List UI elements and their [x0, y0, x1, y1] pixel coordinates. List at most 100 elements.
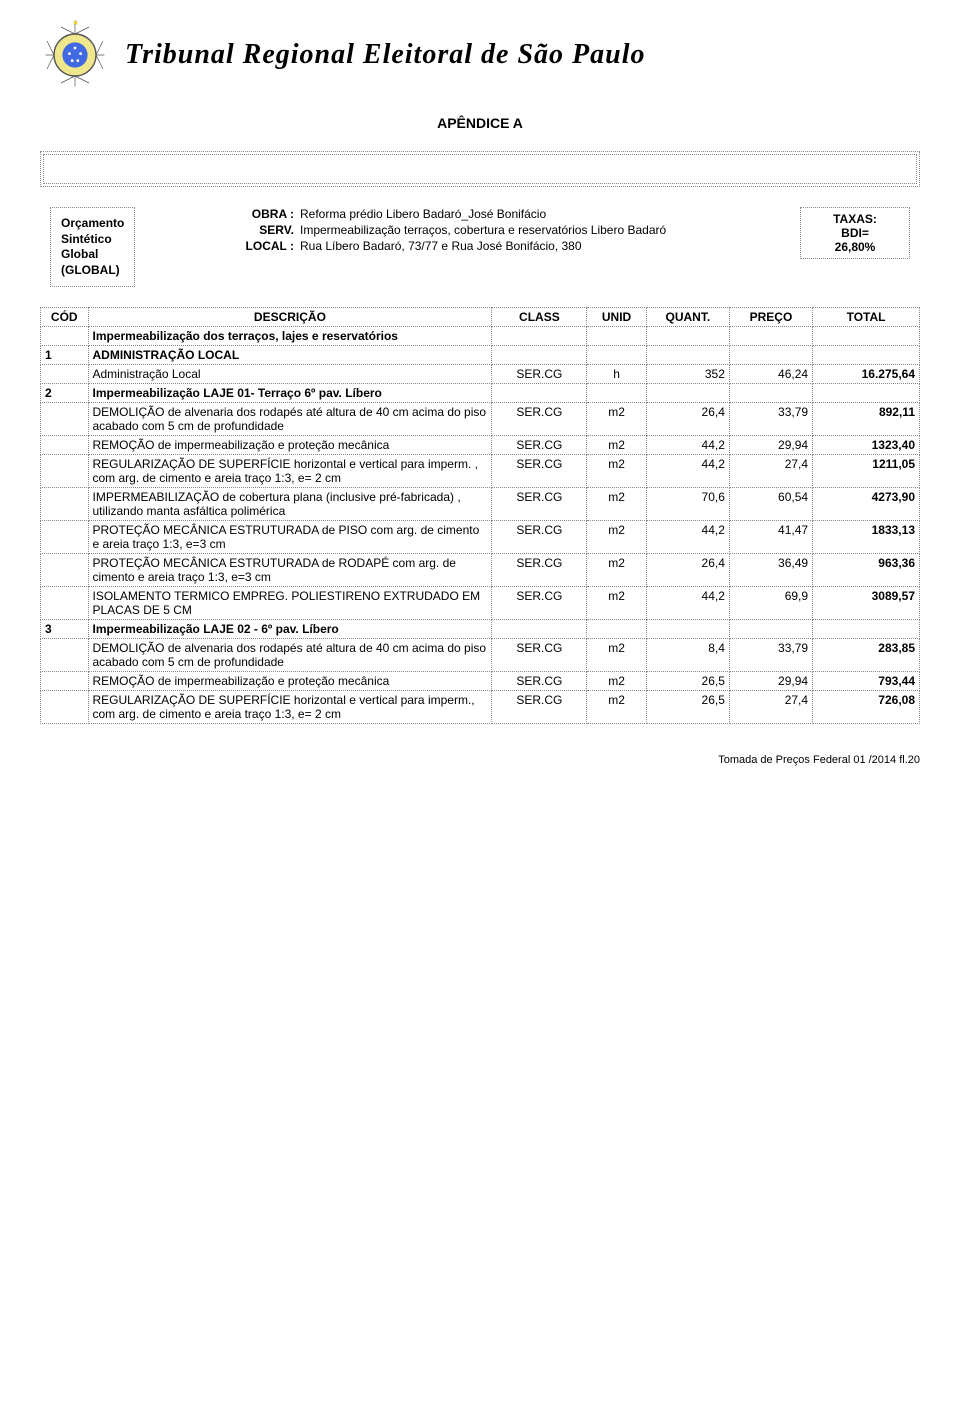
cell-cod — [41, 327, 89, 346]
cell-total: 1211,05 — [813, 455, 920, 488]
table-row: PROTEÇÃO MECÂNICA ESTRUTURADA de PISO co… — [41, 521, 920, 554]
cell-unid: m2 — [587, 403, 646, 436]
table-row: REMOÇÃO de impermeabilização e proteção … — [41, 436, 920, 455]
cell-unid: m2 — [587, 521, 646, 554]
cell-desc: ISOLAMENTO TERMICO EMPREG. POLIESTIRENO … — [88, 587, 492, 620]
cell-quant: 44,2 — [646, 521, 729, 554]
th-unid: UNID — [587, 308, 646, 327]
cell-preco: 36,49 — [729, 554, 812, 587]
cell-quant — [646, 327, 729, 346]
cell-total: 16.275,64 — [813, 365, 920, 384]
cell-preco: 33,79 — [729, 403, 812, 436]
cell-class: SER.CG — [492, 672, 587, 691]
cell-quant: 352 — [646, 365, 729, 384]
cell-total: 1833,13 — [813, 521, 920, 554]
cell-total: 963,36 — [813, 554, 920, 587]
th-class: CLASS — [492, 308, 587, 327]
cell-total: 3089,57 — [813, 587, 920, 620]
cell-unid — [587, 384, 646, 403]
cell-preco: 69,9 — [729, 587, 812, 620]
cell-desc: Impermeabilização LAJE 02 - 6º pav. Líbe… — [88, 620, 492, 639]
cell-preco — [729, 327, 812, 346]
cell-desc: REGULARIZAÇÃO DE SUPERFÍCIE horizontal e… — [88, 455, 492, 488]
cell-quant: 44,2 — [646, 587, 729, 620]
info-block: Orçamento Sintético Global (GLOBAL) OBRA… — [40, 207, 920, 287]
cell-desc: ADMINISTRAÇÃO LOCAL — [88, 346, 492, 365]
obra-value: Reforma prédio Libero Badaró_José Bonifá… — [300, 207, 790, 221]
cell-quant: 44,2 — [646, 436, 729, 455]
cell-cod: 2 — [41, 384, 89, 403]
cell-total — [813, 620, 920, 639]
cell-preco: 29,94 — [729, 436, 812, 455]
main-title: Tribunal Regional Eleitoral de São Paulo — [125, 39, 645, 71]
local-label: LOCAL : — [230, 239, 300, 253]
cell-desc: Administração Local — [88, 365, 492, 384]
cell-unid: m2 — [587, 639, 646, 672]
cell-preco: 41,47 — [729, 521, 812, 554]
cell-preco: 46,24 — [729, 365, 812, 384]
cell-cod — [41, 455, 89, 488]
bdi-value: 26,80% — [809, 240, 901, 254]
cell-class: SER.CG — [492, 554, 587, 587]
table-row: Administração LocalSER.CGh35246,2416.275… — [41, 365, 920, 384]
cell-quant — [646, 384, 729, 403]
cell-preco: 27,4 — [729, 455, 812, 488]
cell-unid: m2 — [587, 455, 646, 488]
cell-unid: m2 — [587, 587, 646, 620]
budget-table: CÓD DESCRIÇÃO CLASS UNID QUANT. PREÇO TO… — [40, 307, 920, 724]
cell-quant: 26,4 — [646, 403, 729, 436]
cell-quant — [646, 620, 729, 639]
cell-desc: IMPERMEABILIZAÇÃO de cobertura plana (in… — [88, 488, 492, 521]
cell-total: 1323,40 — [813, 436, 920, 455]
cell-class: SER.CG — [492, 587, 587, 620]
cell-quant: 26,4 — [646, 554, 729, 587]
budget-line-1: Orçamento — [61, 216, 124, 232]
empty-box-top — [40, 151, 920, 187]
cell-preco: 60,54 — [729, 488, 812, 521]
cell-class — [492, 327, 587, 346]
table-row: DEMOLIÇÃO de alvenaria dos rodapés até a… — [41, 639, 920, 672]
cell-total — [813, 346, 920, 365]
cell-cod — [41, 587, 89, 620]
cell-preco — [729, 384, 812, 403]
cell-cod — [41, 691, 89, 724]
table-row: Impermeabilização dos terraços, lajes e … — [41, 327, 920, 346]
cell-desc: DEMOLIÇÃO de alvenaria dos rodapés até a… — [88, 403, 492, 436]
cell-cod — [41, 554, 89, 587]
cell-desc: DEMOLIÇÃO de alvenaria dos rodapés até a… — [88, 639, 492, 672]
cell-cod — [41, 639, 89, 672]
cell-desc: Impermeabilização LAJE 01- Terraço 6º pa… — [88, 384, 492, 403]
budget-line-3: Global — [61, 247, 124, 263]
cell-preco: 27,4 — [729, 691, 812, 724]
cell-total: 892,11 — [813, 403, 920, 436]
cell-cod — [41, 365, 89, 384]
coat-of-arms-icon — [40, 20, 110, 90]
page-footer: Tomada de Preços Federal 01 /2014 fl.20 — [40, 754, 920, 766]
cell-unid: m2 — [587, 554, 646, 587]
cell-total: 726,08 — [813, 691, 920, 724]
document-header: Tribunal Regional Eleitoral de São Paulo — [40, 20, 920, 90]
cell-cod — [41, 672, 89, 691]
cell-cod — [41, 488, 89, 521]
cell-preco — [729, 346, 812, 365]
cell-class: SER.CG — [492, 403, 587, 436]
cell-total — [813, 327, 920, 346]
bdi-label: BDI= — [809, 226, 901, 240]
th-total: TOTAL — [813, 308, 920, 327]
cell-preco: 29,94 — [729, 672, 812, 691]
cell-preco — [729, 620, 812, 639]
cell-unid: h — [587, 365, 646, 384]
serv-label: SERV. — [230, 223, 300, 237]
cell-unid: m2 — [587, 488, 646, 521]
th-desc: DESCRIÇÃO — [88, 308, 492, 327]
cell-class: SER.CG — [492, 365, 587, 384]
cell-class: SER.CG — [492, 488, 587, 521]
cell-total — [813, 384, 920, 403]
table-row: ISOLAMENTO TERMICO EMPREG. POLIESTIRENO … — [41, 587, 920, 620]
cell-quant: 26,5 — [646, 672, 729, 691]
cell-preco: 33,79 — [729, 639, 812, 672]
cell-class — [492, 384, 587, 403]
cell-unid: m2 — [587, 436, 646, 455]
cell-quant: 44,2 — [646, 455, 729, 488]
project-details: OBRA : Reforma prédio Libero Badaró_José… — [230, 207, 790, 287]
